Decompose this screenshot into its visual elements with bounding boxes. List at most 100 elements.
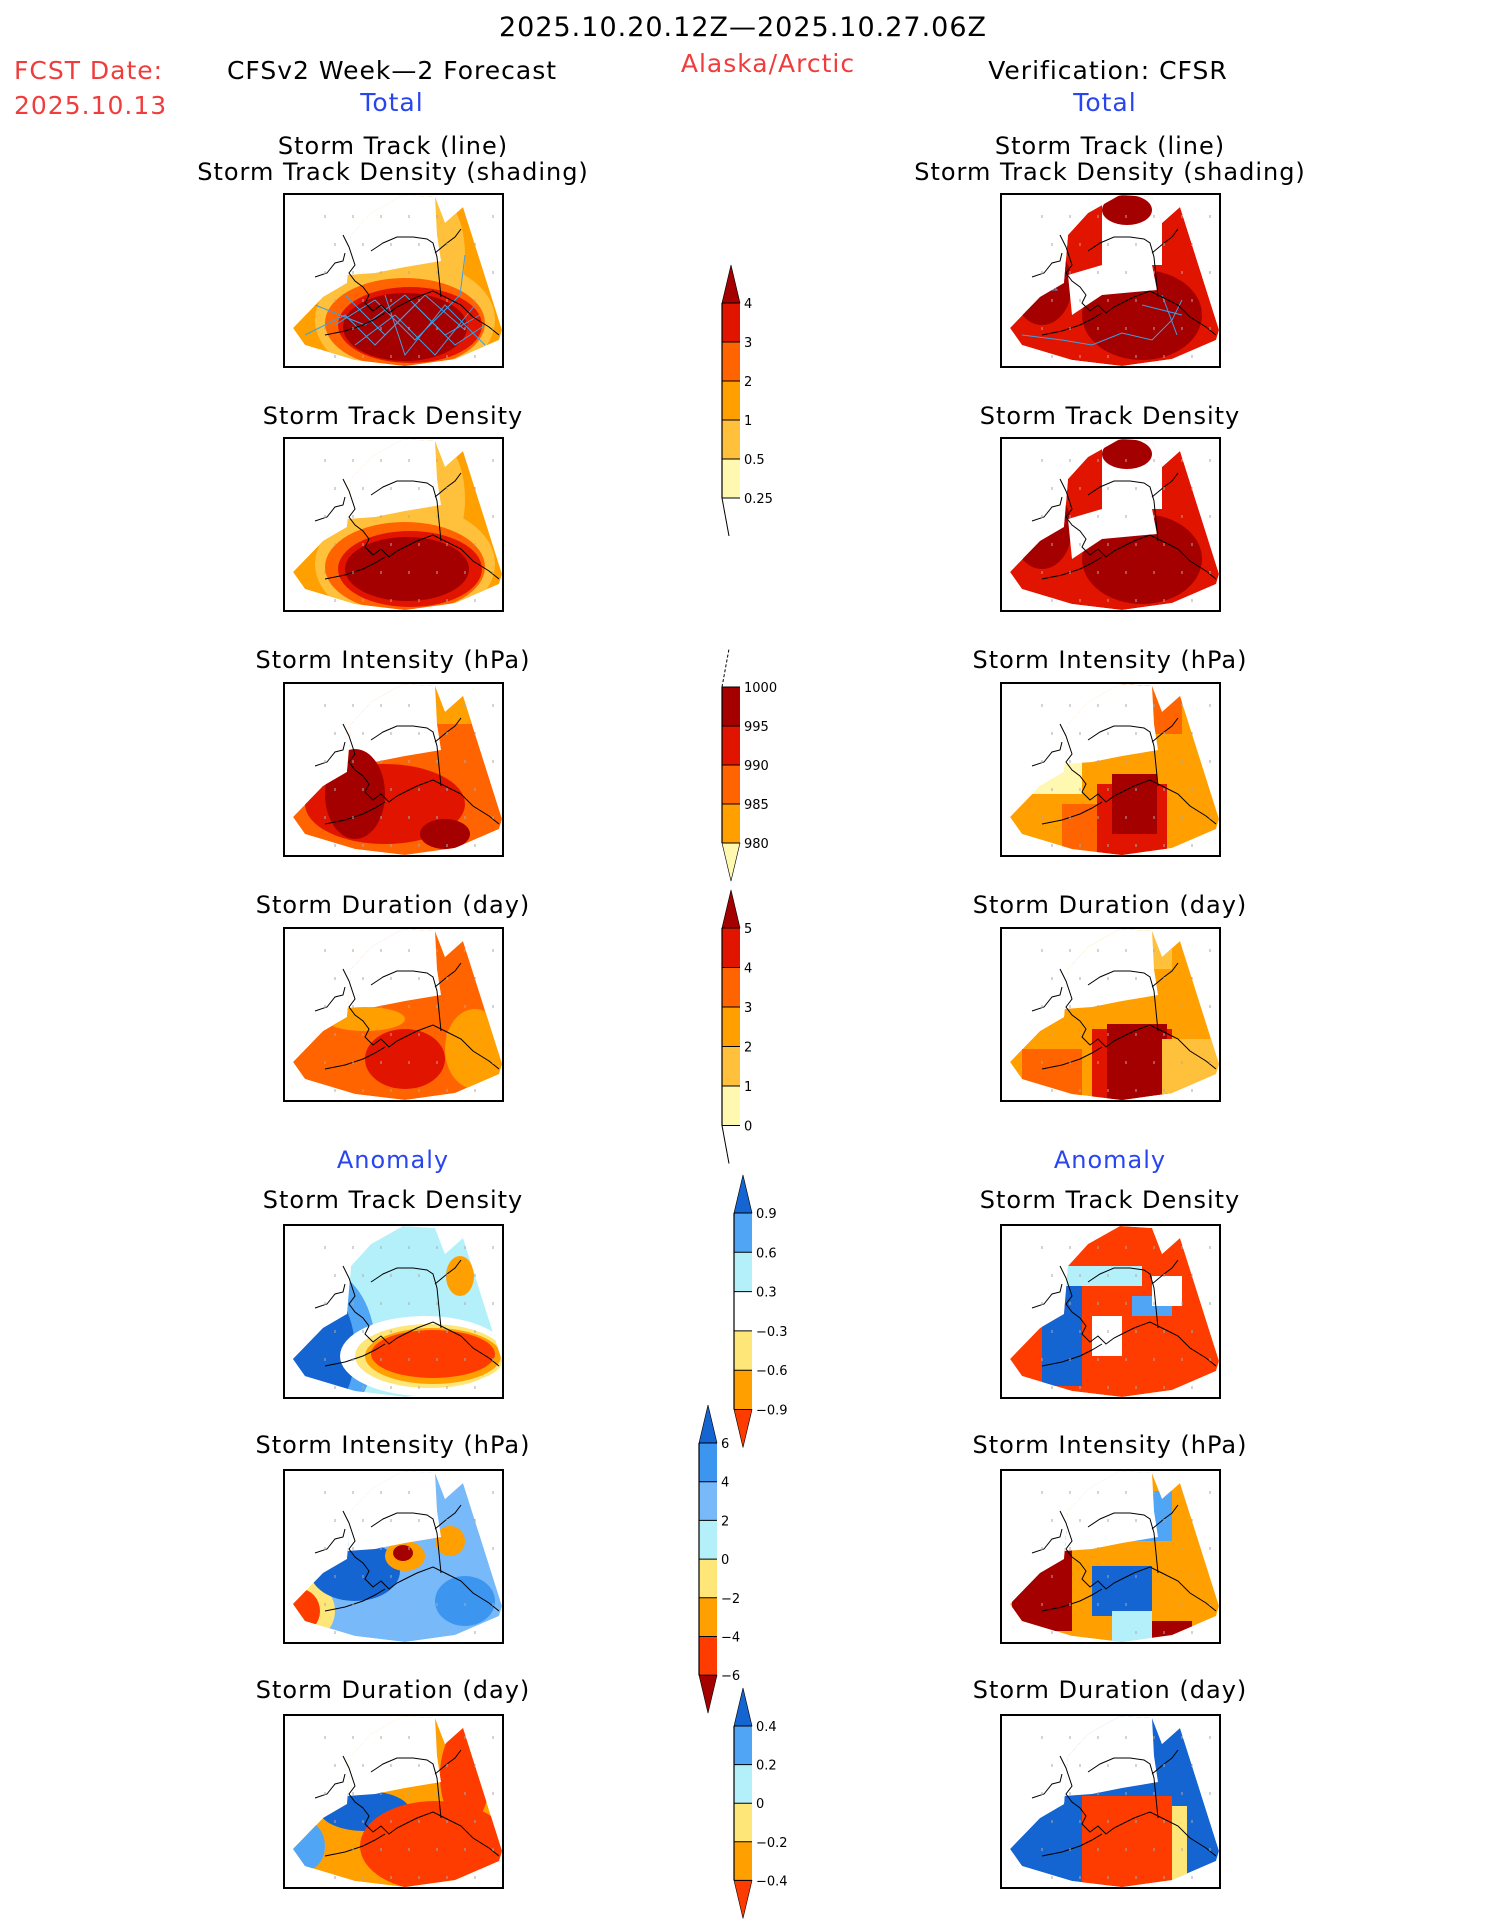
aleutians	[1041, 801, 1103, 825]
shading-contour	[1102, 195, 1152, 225]
colorbar-tick-label: 6	[721, 1437, 729, 1452]
colorbar-tick-label: 990	[744, 759, 769, 774]
right-track-line-title: Storm Track (line)	[994, 132, 1226, 160]
left-anom-density-title: Storm Track Density	[262, 1186, 524, 1214]
aleutians	[1041, 1588, 1103, 1612]
colorbar-tail	[721, 648, 730, 688]
colorbar-tick-label: 4	[721, 1476, 729, 1491]
alaska-coast	[342, 968, 500, 1070]
fcst-date-value: 2025.10.13	[14, 91, 168, 120]
grid-marks	[1041, 459, 1211, 602]
colorbar-tick-label: 2	[721, 1514, 729, 1529]
shading-area	[347, 195, 441, 275]
right-track-shading-title: Storm Track Density (shading)	[914, 158, 1306, 186]
aleutians	[1041, 312, 1103, 336]
map-panel-forecast-anom-duration	[283, 1714, 504, 1889]
shading-contour	[445, 1009, 502, 1089]
aleutians	[324, 1588, 386, 1612]
storm-track-line	[334, 254, 466, 341]
colorbar-segment	[734, 1841, 752, 1881]
shading	[1010, 439, 1219, 610]
shading-cell	[1082, 1796, 1172, 1887]
shading-cell	[1022, 1049, 1082, 1100]
alaska-coast	[1059, 968, 1217, 1070]
colorbar-segment	[722, 687, 740, 726]
colorbar-segment	[734, 1213, 752, 1253]
grid-marks	[1041, 1736, 1211, 1879]
fcst-date-label: FCST Date:	[14, 56, 164, 85]
shading	[293, 929, 502, 1100]
alaska-coast	[1059, 1510, 1217, 1612]
russia-coast	[314, 741, 346, 767]
border-line	[1087, 970, 1159, 1032]
colorbar-max-triangle	[733, 1174, 753, 1214]
left-duration-title: Storm Duration (day)	[255, 891, 531, 919]
left-density-title: Storm Track Density	[262, 402, 524, 430]
left-column-title: CFSv2 Week—2 Forecast	[226, 56, 558, 85]
grid-marks	[324, 1246, 494, 1389]
colorbar-tick-label: 980	[744, 837, 769, 852]
shading-cell	[435, 684, 475, 724]
shading-area	[1068, 509, 1157, 559]
storm-track-line	[1043, 279, 1059, 291]
colorbar-min-triangle	[733, 1409, 753, 1448]
colorbar-segment	[734, 1252, 752, 1292]
right-anom-duration-title: Storm Duration (day)	[972, 1676, 1248, 1704]
alaska-coast	[342, 1755, 500, 1857]
grid-marks	[324, 459, 494, 602]
right-intensity-title: Storm Intensity (hPa)	[972, 646, 1248, 674]
colorbar-tick-label: 3	[744, 336, 752, 351]
colorbar-tick-label: 0.6	[756, 1246, 777, 1261]
colorbar-segment	[734, 1803, 752, 1842]
alaska-coast	[1059, 1755, 1217, 1857]
shading-cell	[1107, 1024, 1167, 1100]
colorbar-tick-label: 1000	[744, 681, 777, 696]
colorbar-segment	[699, 1443, 717, 1482]
colorbar-tail	[721, 497, 730, 537]
border-line	[1087, 236, 1159, 298]
right-column-title: Verification: CFSR	[988, 56, 1228, 85]
period-title: 2025.10.20.12Z—2025.10.27.06Z	[498, 12, 988, 43]
shading	[1010, 1226, 1219, 1397]
grid-marks	[324, 1491, 494, 1634]
shading-contour	[420, 819, 470, 849]
alaska-coast	[342, 1265, 500, 1367]
storm-track-line	[384, 294, 486, 357]
colorbar-segment	[734, 1764, 752, 1804]
shading	[293, 439, 502, 610]
colorbar-segment	[722, 765, 740, 804]
colorbar-tick-label: 0	[744, 1120, 752, 1135]
grid-marks	[1041, 949, 1211, 1092]
aleutians	[1041, 556, 1103, 580]
shading	[1010, 1716, 1219, 1887]
map-forecast-duration	[293, 929, 502, 1100]
coastline	[1031, 228, 1217, 336]
border-line	[370, 1757, 442, 1819]
grid-marks	[324, 949, 494, 1092]
alaska-coast	[1059, 478, 1217, 580]
border-line	[1087, 480, 1159, 542]
coastline	[1031, 472, 1217, 580]
canada-coast	[1151, 717, 1179, 743]
canada-coast	[434, 717, 462, 743]
russia-coast	[1031, 741, 1063, 767]
colorbar-tick-label: −6	[721, 1669, 740, 1684]
right-anomaly-label: Anomaly	[1053, 1146, 1167, 1174]
map-forecast-density	[293, 439, 502, 610]
coastline	[1031, 1749, 1217, 1857]
canada-coast	[1151, 1259, 1179, 1285]
grid-marks	[1041, 1491, 1211, 1634]
map-panel-verif-intensity	[1000, 682, 1221, 857]
aleutians	[1041, 1046, 1103, 1070]
storm-track-line	[354, 304, 476, 356]
left-total-label: Total	[360, 88, 424, 117]
shading-area	[347, 439, 441, 519]
left-anomaly-label: Anomaly	[336, 1146, 450, 1174]
shading-contour	[435, 1576, 495, 1626]
colorbar-min-triangle	[698, 1674, 718, 1714]
colorbar-segment	[722, 928, 740, 968]
colorbar-min-triangle	[721, 842, 741, 882]
colorbar-tick-label: 0.5	[744, 453, 765, 468]
